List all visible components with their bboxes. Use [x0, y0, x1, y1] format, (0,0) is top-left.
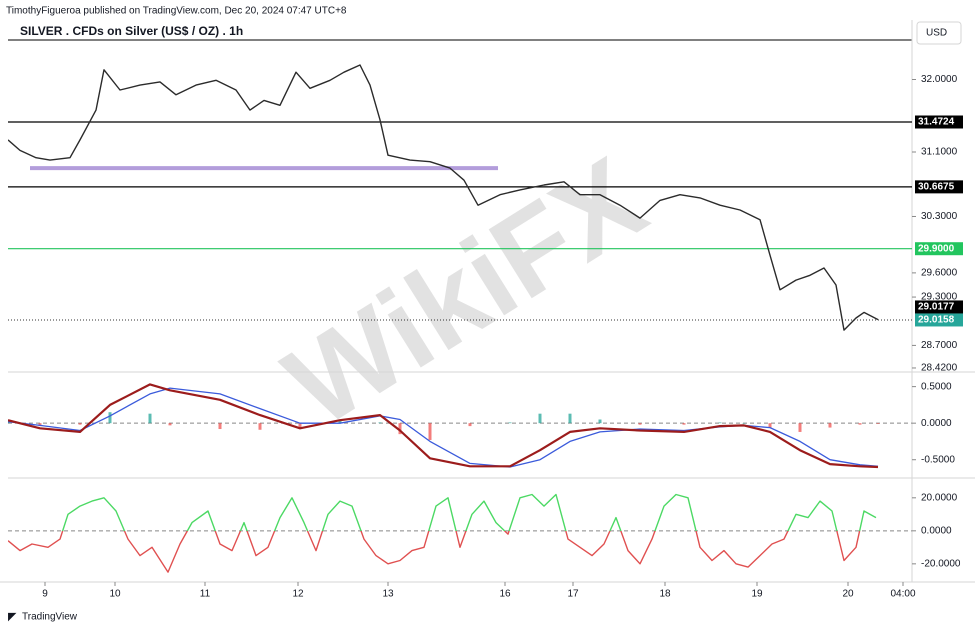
series-line	[8, 387, 879, 468]
y-tick-label: 29.6000	[921, 268, 958, 279]
histogram-bar	[598, 419, 602, 424]
y-tick-label: 0.0000	[921, 418, 952, 429]
histogram-bar	[876, 423, 880, 424]
histogram-bar	[258, 423, 262, 430]
x-tick-label: 17	[567, 589, 579, 600]
x-tick-label: 18	[659, 589, 671, 600]
y-tick-label: 0.5000	[921, 381, 952, 392]
x-tick-label: 10	[109, 589, 121, 600]
y-tick-label: 29.3000	[921, 292, 958, 303]
histogram-bar	[568, 413, 572, 424]
x-tick-label: 9	[42, 589, 48, 600]
pane	[8, 493, 912, 573]
histogram-bar	[38, 423, 42, 427]
y-tick-label: 31.1000	[921, 147, 958, 158]
currency-box[interactable]	[916, 21, 962, 45]
y-tick-label: 32.0000	[921, 74, 958, 85]
footer-logo[interactable]: ◤	[8, 611, 17, 623]
x-tick-label: 11	[200, 589, 211, 600]
histogram-bar	[218, 423, 222, 430]
x-tick-label: 12	[292, 589, 304, 600]
x-tick-label: 13	[382, 589, 394, 600]
y-tick-label: 20.0000	[921, 492, 958, 503]
price-label-box	[915, 180, 963, 194]
histogram-bar	[398, 423, 402, 435]
byline: TimothyFigueroa published on TradingView…	[6, 6, 347, 17]
pane	[8, 383, 912, 469]
histogram-bar	[8, 421, 10, 424]
histogram-bar	[858, 423, 862, 425]
histogram-bar	[78, 423, 82, 425]
x-tick-label: 19	[751, 589, 763, 600]
histogram-bar	[338, 420, 342, 424]
histogram-bar	[148, 413, 152, 424]
histogram-bar	[468, 423, 472, 427]
histogram-bar	[718, 422, 722, 424]
y-tick-label: 30.3000	[921, 211, 958, 222]
histogram-bar	[168, 423, 172, 426]
price-label: 29.0177	[918, 302, 955, 313]
histogram-bar	[828, 423, 832, 428]
pane	[8, 64, 912, 331]
histogram-bar	[508, 422, 512, 424]
histogram-bar	[638, 423, 642, 425]
histogram-bar	[742, 423, 746, 424]
price-label: 29.9000	[918, 243, 955, 254]
histogram-bar	[428, 423, 432, 440]
price-label-box	[915, 115, 963, 129]
y-tick-label: 28.4200	[921, 363, 958, 374]
series-line	[8, 493, 877, 573]
histogram-bar	[378, 422, 382, 424]
price-label: 31.4724	[918, 117, 955, 128]
support-zone	[30, 166, 498, 171]
series-line	[8, 64, 879, 331]
currency[interactable]: USD	[926, 28, 947, 39]
price-label: 30.6675	[918, 182, 955, 193]
y-tick-label: 28.7000	[921, 340, 958, 351]
histogram-bar	[108, 412, 112, 424]
histogram-bar	[768, 423, 772, 428]
histogram-bar	[682, 423, 686, 425]
footer[interactable]: TradingView	[22, 612, 78, 623]
x-tick-label: 04:00	[890, 589, 915, 600]
histogram-bar	[798, 423, 802, 432]
x-tick-label: 20	[842, 589, 854, 600]
price-label-box	[915, 313, 963, 327]
x-tick-label: 16	[499, 589, 511, 600]
histogram-bar	[298, 423, 302, 429]
price-label: 29.0158	[918, 315, 955, 326]
y-tick-label: -0.5000	[921, 454, 955, 465]
y-tick-label: 0.0000	[921, 525, 952, 536]
chart-title: SILVER . CFDs on Silver (US$ / OZ) . 1h	[20, 24, 243, 38]
histogram-bar	[538, 413, 542, 424]
series-line	[8, 383, 879, 469]
price-label-box	[915, 300, 963, 314]
price-label-box	[915, 242, 963, 256]
y-tick-label: -20.0000	[921, 558, 961, 569]
